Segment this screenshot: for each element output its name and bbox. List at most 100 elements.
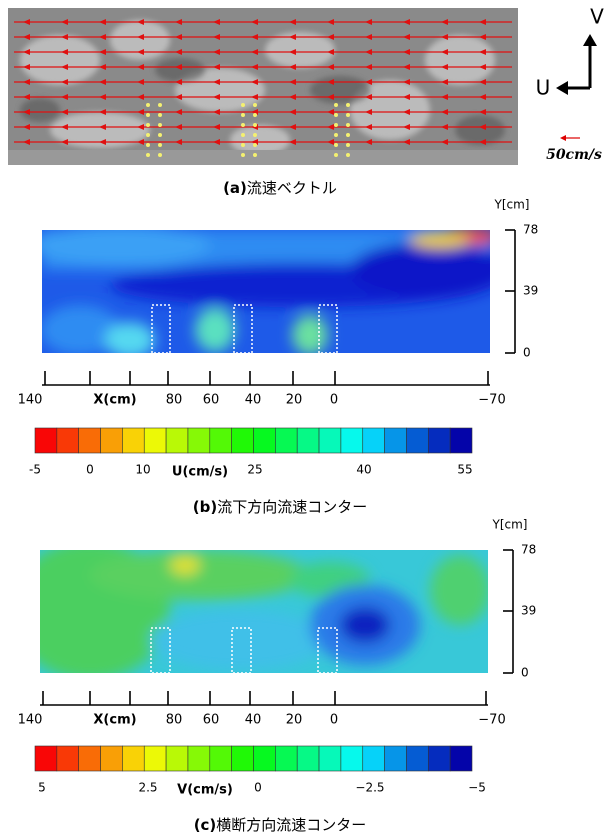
colorbar-cell xyxy=(319,428,341,453)
colorbar-cell xyxy=(428,428,450,453)
colorbar-cell xyxy=(122,746,144,771)
x-tick-label: 20 xyxy=(286,393,303,408)
colorbar-tick-label: -5 xyxy=(29,463,41,477)
marker-dot xyxy=(346,103,350,107)
x-axis-title: X(cm) xyxy=(93,393,136,408)
colorbar-cell xyxy=(385,746,407,771)
colorbar-cell xyxy=(79,428,101,453)
marker-dot xyxy=(253,153,257,157)
colorbar-cell xyxy=(210,746,232,771)
colorbar-tick-label: 2.5 xyxy=(138,781,157,795)
marker-dot xyxy=(253,143,257,147)
colorbar-cell xyxy=(450,746,472,771)
x-tick-label: 60 xyxy=(203,713,220,728)
colorbar-cell xyxy=(144,746,166,771)
colorbar-cell xyxy=(232,428,254,453)
marker-dot xyxy=(253,113,257,117)
colorbar-cell xyxy=(35,428,57,453)
colorbar-title: V(cm/s) xyxy=(177,783,233,798)
marker-dot xyxy=(158,113,162,117)
marker-dot xyxy=(158,123,162,127)
axis-arrows xyxy=(556,34,597,95)
marker-dot xyxy=(253,103,257,107)
colorbar-cell xyxy=(101,428,123,453)
colorbar-cell xyxy=(275,746,297,771)
caption-text: 横断方向流速コンター xyxy=(216,816,366,834)
y-tick-label: 78 xyxy=(523,223,538,237)
x-tick-label: 40 xyxy=(245,713,262,728)
marker-dot xyxy=(158,143,162,147)
colorbar-cell xyxy=(341,428,363,453)
colorbar-cell xyxy=(450,428,472,453)
x-tick-label: −70 xyxy=(478,713,505,728)
marker-dot xyxy=(346,123,350,127)
colorbar-cell xyxy=(35,746,57,771)
colorbar-cell xyxy=(363,428,385,453)
scale-arrow xyxy=(560,135,580,141)
colorbar-cell xyxy=(57,746,79,771)
caption: (c)横断方向流速コンター xyxy=(194,816,367,834)
y-tick-label: 0 xyxy=(523,346,531,360)
caption-text: 流下方向流速コンター xyxy=(217,498,367,516)
x-tick-label: 80 xyxy=(166,393,183,408)
marker-dot xyxy=(158,133,162,137)
x-tick-label: 0 xyxy=(330,393,338,408)
marker-dot xyxy=(241,133,245,137)
colorbar-cell xyxy=(166,428,188,453)
colorbar-tick-label: −5 xyxy=(468,781,486,795)
colorbar-cell xyxy=(210,428,232,453)
colorbar-cell xyxy=(101,746,123,771)
x-tick-label: −70 xyxy=(478,393,505,408)
colorbar-cell xyxy=(406,746,428,771)
y-tick-label: 78 xyxy=(521,543,536,557)
marker-dot xyxy=(346,153,350,157)
marker-dot xyxy=(241,143,245,147)
marker-dot xyxy=(334,133,338,137)
marker-dot xyxy=(334,153,338,157)
x-tick-label: 0 xyxy=(330,713,338,728)
colorbar-cell xyxy=(428,746,450,771)
colorbar-cell xyxy=(363,746,385,771)
colorbar-cell xyxy=(341,746,363,771)
colorbar-cell xyxy=(122,428,144,453)
marker-dot xyxy=(146,153,150,157)
caption-label: (c) xyxy=(194,816,217,834)
scale-label: 50cm/s xyxy=(546,147,602,163)
marker-dot xyxy=(346,113,350,117)
colorbar-cell xyxy=(232,746,254,771)
marker-dot xyxy=(241,123,245,127)
caption-label: (a) xyxy=(223,179,247,197)
colorbar-tick-label: 0 xyxy=(86,463,94,477)
colorbar-cell xyxy=(166,746,188,771)
colorbar-tick-label: −2.5 xyxy=(355,781,384,795)
marker-dot xyxy=(241,153,245,157)
x-tick-label: 140 xyxy=(18,393,43,408)
colorbar-cell xyxy=(297,746,319,771)
x-tick-label: 40 xyxy=(245,393,262,408)
contour-v xyxy=(10,540,490,680)
y-tick-label: 39 xyxy=(523,284,538,298)
y-tick-label: 39 xyxy=(521,604,536,618)
colorbar-tick-label: 25 xyxy=(247,463,262,477)
contour-u xyxy=(30,225,510,358)
colorbar-tick-label: 10 xyxy=(135,463,150,477)
marker-dot xyxy=(346,133,350,137)
y-axis-title: Y[cm] xyxy=(492,518,528,532)
colorbar-cell xyxy=(188,428,210,453)
x-tick-label: 140 xyxy=(18,713,43,728)
marker-dot xyxy=(253,133,257,137)
marker-dot xyxy=(158,153,162,157)
marker-dot xyxy=(146,143,150,147)
caption: (a)流速ベクトル xyxy=(223,179,337,197)
colorbar-cell xyxy=(57,428,79,453)
figure: V U 50cm/s (a)流速ベクトル xyxy=(0,0,611,836)
marker-dot xyxy=(241,113,245,117)
caption-label: (b) xyxy=(193,498,217,516)
marker-dot xyxy=(334,103,338,107)
y-tick-label: 0 xyxy=(521,666,529,680)
x-tick-label: 60 xyxy=(203,393,220,408)
colorbar-tick-label: 40 xyxy=(356,463,371,477)
colorbar-cell xyxy=(254,746,276,771)
colorbar-tick-label: 55 xyxy=(457,463,472,477)
colorbar-cell xyxy=(275,428,297,453)
